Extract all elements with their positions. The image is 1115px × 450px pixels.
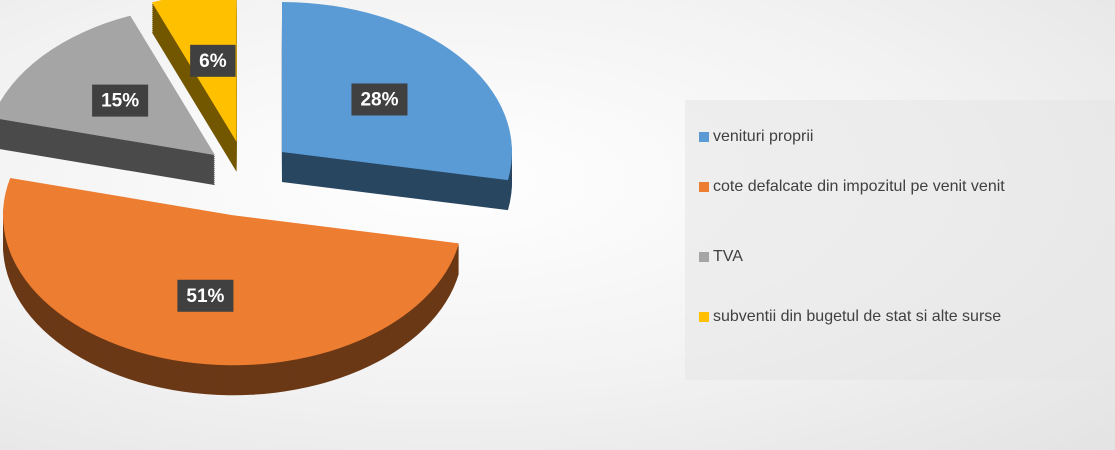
data-label-text: 6% (199, 51, 227, 72)
data-label-box (92, 84, 149, 117)
slice (3, 177, 459, 366)
legend-item: venituri proprii (699, 125, 1093, 149)
legend-label: cote defalcate din impozitul pe venit ve… (713, 178, 1005, 195)
legend-item: subventii din bugetul de stat si alte su… (699, 305, 1093, 329)
legend-label: subventii din bugetul de stat si alte su… (713, 308, 1002, 325)
legend-label: venituri proprii (713, 128, 814, 145)
data-label-box (177, 279, 234, 312)
legend-swatch (699, 182, 709, 192)
legend-swatch (699, 252, 709, 262)
data-label: 28% (351, 83, 408, 116)
legend-swatch (699, 132, 709, 142)
data-label-box (190, 44, 236, 77)
data-label: 51% (177, 279, 234, 312)
legend-item: cote defalcate din impozitul pe venit ve… (699, 175, 1093, 199)
data-label-text: 28% (360, 89, 398, 110)
data-label: 6% (190, 44, 236, 77)
legend-label: TVA (713, 248, 743, 265)
legend-item: TVA (699, 245, 1093, 269)
data-label-text: 15% (101, 91, 139, 112)
data-labels: 28% 51% 15% 6% (92, 44, 408, 312)
legend-swatch (699, 312, 709, 322)
data-label-text: 51% (186, 286, 224, 307)
data-label: 15% (92, 84, 149, 117)
legend: venituri proprii cote defalcate din impoz… (685, 100, 1115, 380)
data-label-box (351, 83, 408, 116)
